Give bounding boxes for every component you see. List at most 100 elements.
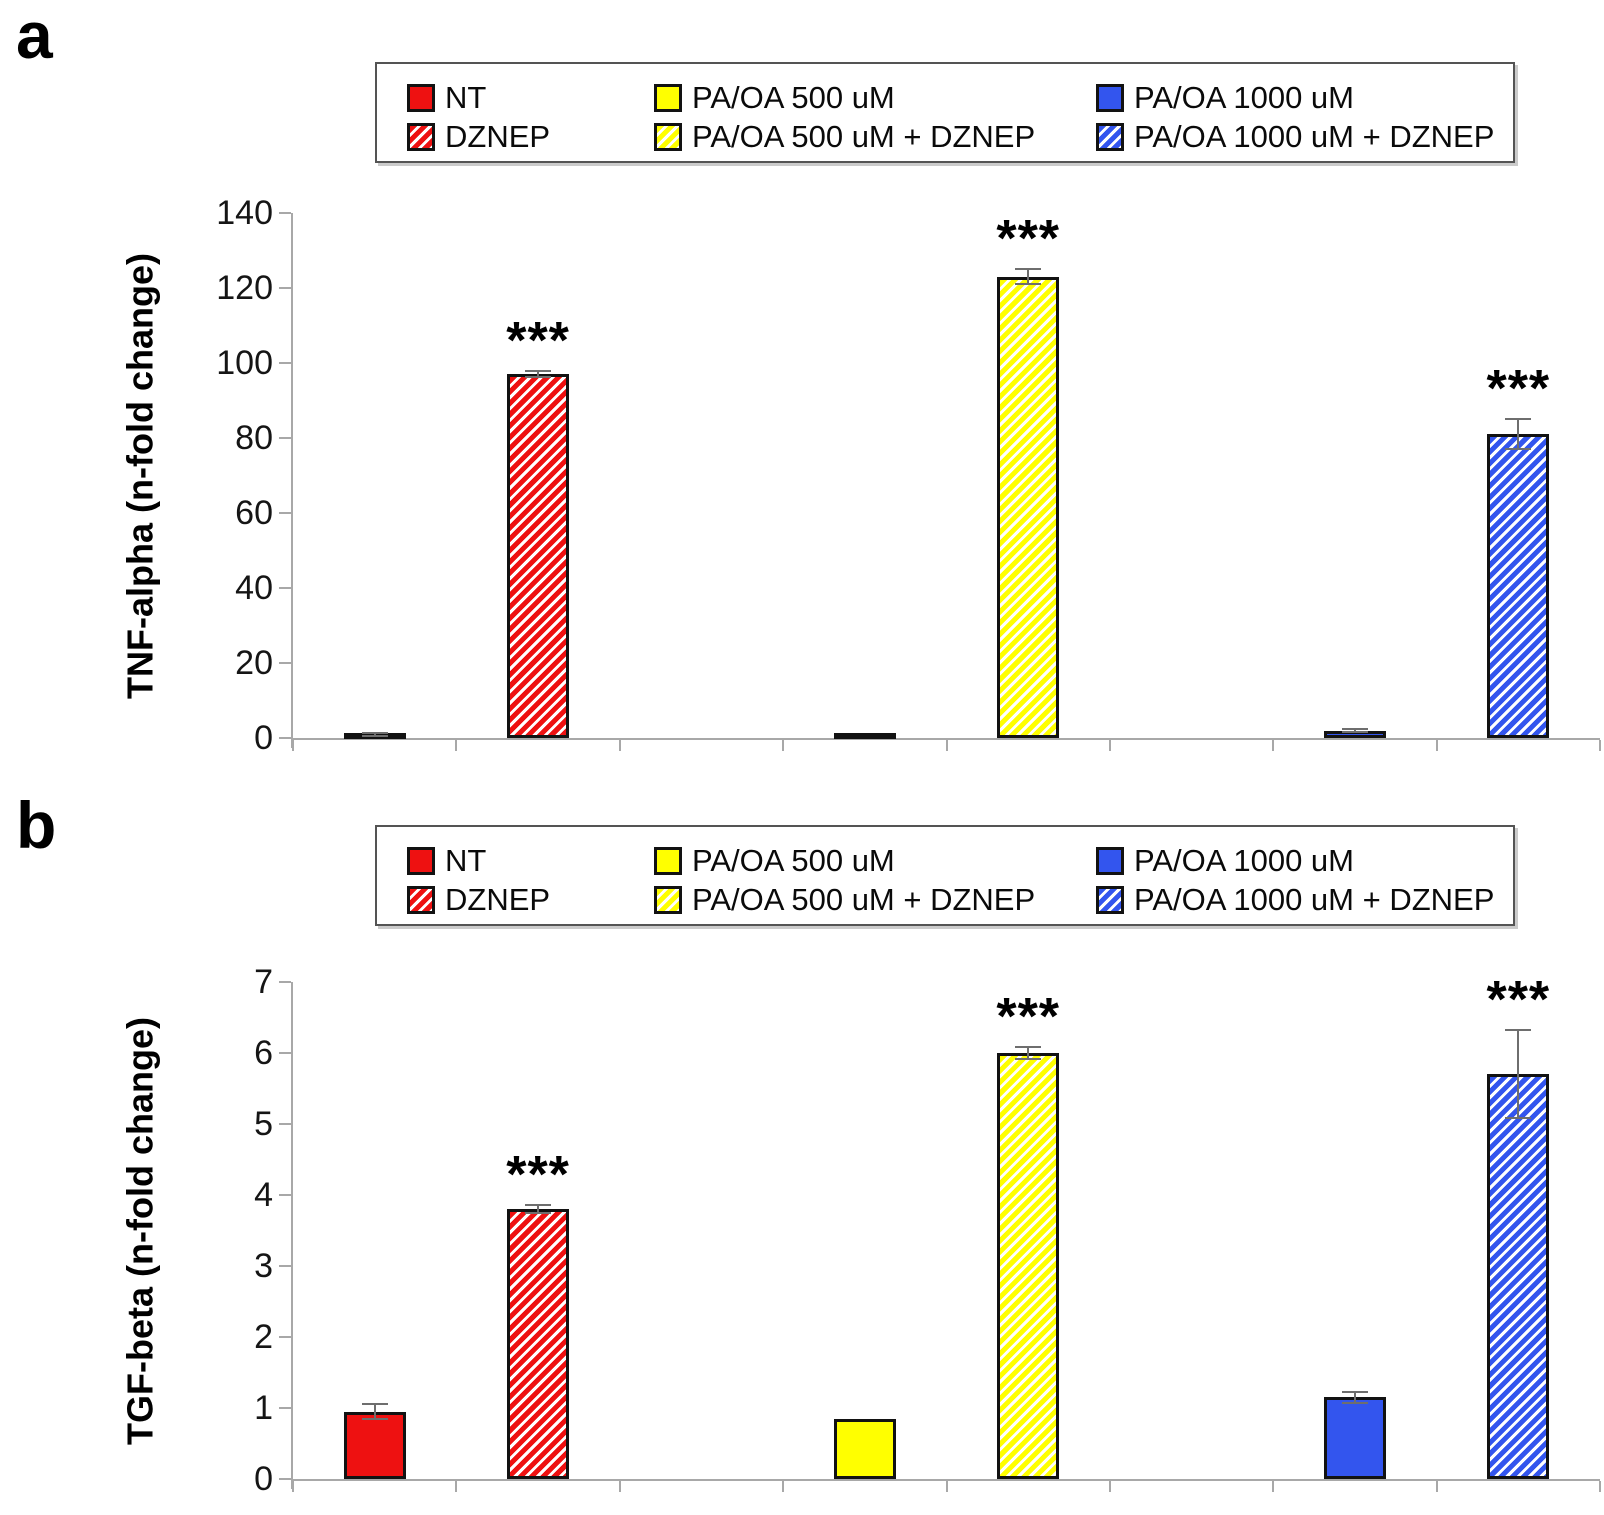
panel-a-y-tick bbox=[279, 362, 291, 364]
panel-a-y-tick-label: 120 bbox=[216, 269, 273, 307]
panel-a-y-tick-label: 40 bbox=[235, 569, 273, 607]
panel-a-x-tick bbox=[1108, 740, 1111, 751]
legend-item-pa-oa-500-um: PA/OA 500 uM bbox=[654, 78, 1096, 117]
legend-item-pa-oa-500-um-dznep: PA/OA 500 uM + DZNEP bbox=[654, 117, 1096, 156]
panel-a-y-tick-label: 0 bbox=[254, 719, 273, 757]
legend-swatch-red-hatched bbox=[407, 122, 435, 151]
legend-label: PA/OA 1000 uM + DZNEP bbox=[1134, 118, 1495, 154]
legend-swatch-red-solid bbox=[407, 846, 435, 875]
panel-b-y-tick bbox=[279, 1265, 291, 1267]
panel-a-y-tick bbox=[279, 512, 291, 514]
panel-b-errorbar-cap-bottom-pa-oa-500-um-dznep bbox=[1015, 1057, 1042, 1060]
panel-b-x-tick bbox=[1599, 1481, 1601, 1492]
legend-label: PA/OA 500 uM + DZNEP bbox=[692, 118, 1036, 154]
panel-a-errorbar-pa-oa-1000-um-dznep bbox=[1517, 419, 1520, 450]
panel-a-errorbar-cap-bottom-pa-oa-500-um-dznep bbox=[1015, 283, 1042, 286]
panel-a-y-tick bbox=[279, 662, 291, 664]
panel-b-bar-dznep bbox=[507, 1209, 570, 1479]
panel-b-x-tick bbox=[618, 1481, 621, 1492]
panel-a-x-tick bbox=[1599, 740, 1601, 751]
panel-a-errorbar-pa-oa-1000-um bbox=[1353, 729, 1356, 732]
panel-b-errorbar-pa-oa-1000-um bbox=[1353, 1391, 1356, 1404]
legend-label: PA/OA 500 uM + DZNEP bbox=[692, 881, 1036, 917]
panel-b-y-tick bbox=[279, 1407, 291, 1409]
legend-swatch-red-solid bbox=[407, 83, 435, 112]
legend-swatch-blue-hatched bbox=[1096, 122, 1124, 151]
panel-b-errorbar-cap-top-pa-oa-1000-um bbox=[1341, 1390, 1368, 1393]
panel-b-bar-pa-oa-1000-um bbox=[1323, 1397, 1386, 1479]
panel-a-x-tick bbox=[1435, 740, 1438, 751]
legend-label: NT bbox=[445, 79, 487, 115]
panel-b-x-tick bbox=[782, 1481, 785, 1492]
legend-item-dznep: DZNEP bbox=[407, 117, 654, 156]
panel-a-y-axis-title: TNF-alpha (n-fold change) bbox=[119, 252, 160, 699]
panel-a-errorbar-cap-top-dznep bbox=[525, 370, 552, 373]
panel-b-errorbar-cap-bottom-pa-oa-1000-um bbox=[1341, 1402, 1368, 1405]
panel-a-x-tick bbox=[945, 740, 948, 751]
panel-b-x-tick bbox=[455, 1481, 458, 1492]
panel-a-significance-pa-oa-1000-um-dznep: *** bbox=[1486, 360, 1551, 419]
panel-b-errorbar-cap-top-dznep bbox=[525, 1203, 552, 1206]
legend-label: NT bbox=[445, 842, 487, 878]
legend-swatch-yellow-hatched bbox=[654, 885, 682, 914]
legend-item-nt: NT bbox=[407, 841, 654, 880]
legend-swatch-red-hatched bbox=[407, 885, 435, 914]
panel-b-x-tick bbox=[1435, 1481, 1438, 1492]
panel-a-errorbar-cap-top-pa-oa-500-um-dznep bbox=[1015, 268, 1042, 271]
panel-b-bar-pa-oa-500-um bbox=[833, 1418, 896, 1479]
panel-a-errorbar-pa-oa-500-um-dznep bbox=[1027, 269, 1030, 285]
panel-a-errorbar-cap-top-pa-oa-1000-um-dznep bbox=[1505, 418, 1532, 421]
panel-b-x-tick bbox=[1272, 1481, 1275, 1492]
panel-b-significance-pa-oa-500-um-dznep: *** bbox=[996, 988, 1061, 1047]
panel-a-legend: NT DZNEP PA/OA 500 uM PA/OA 500 uM + DZNEP P… bbox=[375, 62, 1515, 163]
panel-a-errorbar-cap-top-nt bbox=[361, 731, 388, 734]
panel-b-errorbar-pa-oa-1000-um-dznep bbox=[1517, 1030, 1520, 1119]
panel-a-errorbar-cap-bottom-pa-oa-1000-um-dznep bbox=[1505, 448, 1532, 451]
panel-a-x-tick bbox=[618, 740, 621, 751]
panel-b-y-tick-label: 4 bbox=[254, 1176, 273, 1214]
panel-a-y-tick-label: 60 bbox=[235, 494, 273, 532]
legend-swatch-yellow-hatched bbox=[654, 122, 682, 151]
panel-a-y-tick bbox=[279, 737, 291, 739]
panel-a-bar-pa-oa-1000-um-dznep bbox=[1487, 434, 1550, 738]
panel-b-y-axis bbox=[291, 982, 293, 1489]
panel-b-bar-nt bbox=[343, 1411, 406, 1479]
legend-item-nt: NT bbox=[407, 78, 654, 117]
panel-a-y-tick bbox=[279, 212, 291, 214]
panel-a-y-tick bbox=[279, 587, 291, 589]
legend-swatch-blue-solid bbox=[1096, 83, 1124, 112]
panel-b-y-tick bbox=[279, 1478, 291, 1480]
legend-item-pa-oa-1000-um-dznep: PA/OA 1000 uM + DZNEP bbox=[1096, 117, 1513, 156]
panel-b-errorbar-cap-top-nt bbox=[361, 1403, 388, 1406]
legend-swatch-blue-hatched bbox=[1096, 885, 1124, 914]
legend-label: DZNEP bbox=[445, 881, 551, 917]
panel-a-errorbar-nt bbox=[373, 732, 376, 736]
panel-a-y-tick bbox=[279, 287, 291, 289]
panel-b-errorbar-pa-oa-500-um-dznep bbox=[1027, 1047, 1030, 1059]
panel-a-significance-pa-oa-500-um-dznep: *** bbox=[996, 210, 1061, 269]
panel-b-errorbar-nt bbox=[373, 1404, 376, 1419]
legend-label: PA/OA 1000 uM bbox=[1134, 79, 1354, 115]
panel-b-y-tick bbox=[279, 981, 291, 983]
legend-swatch-blue-solid bbox=[1096, 846, 1124, 875]
panel-b-y-tick-label: 7 bbox=[254, 963, 273, 1001]
panel-b-errorbar-cap-top-pa-oa-500-um-dznep bbox=[1015, 1046, 1042, 1049]
legend-item-pa-oa-1000-um: PA/OA 1000 uM bbox=[1096, 841, 1513, 880]
panel-b-x-axis bbox=[291, 1479, 1600, 1481]
panel-b-y-tick-label: 5 bbox=[254, 1105, 273, 1143]
panel-b-errorbar-dznep bbox=[537, 1204, 540, 1214]
panel-a-errorbar-dznep bbox=[537, 371, 540, 378]
panel-b-x-tick bbox=[292, 1481, 294, 1492]
panel-a-errorbar-cap-bottom-nt bbox=[361, 734, 388, 737]
panel-a-bar-dznep bbox=[507, 374, 570, 738]
legend-label: PA/OA 500 uM bbox=[692, 842, 895, 878]
panel-a-errorbar-cap-top-pa-oa-1000-um bbox=[1341, 728, 1368, 730]
panel-b-x-tick bbox=[1108, 1481, 1111, 1492]
panel-b-y-tick bbox=[279, 1336, 291, 1338]
panel-b-bar-pa-oa-500-um-dznep bbox=[997, 1053, 1060, 1479]
legend-item-pa-oa-500-um-dznep: PA/OA 500 uM + DZNEP bbox=[654, 880, 1096, 919]
panel-b-y-tick-label: 6 bbox=[254, 1034, 273, 1072]
panel-a-significance-dznep: *** bbox=[506, 312, 570, 371]
legend-item-pa-oa-1000-um: PA/OA 1000 uM bbox=[1096, 78, 1513, 117]
